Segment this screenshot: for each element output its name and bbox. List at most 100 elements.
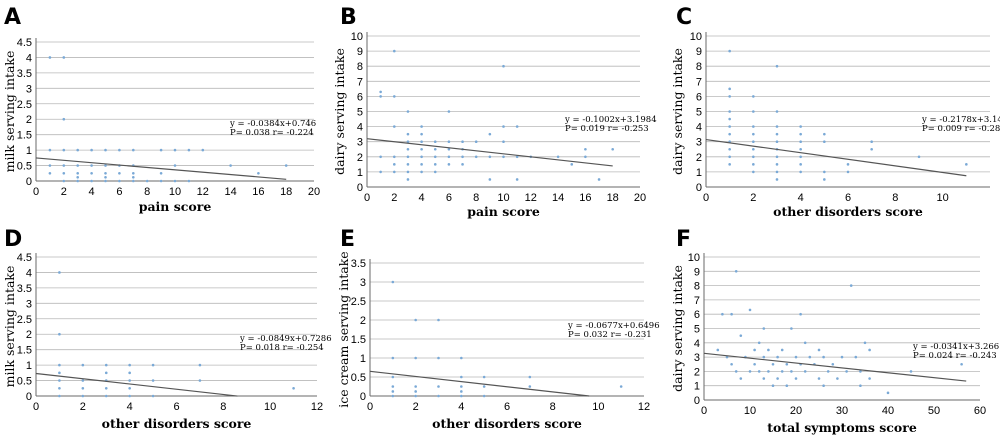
data-point [173,148,177,152]
x-tick-label: 0 [701,405,707,417]
data-point [81,394,85,398]
data-point [515,125,519,128]
x-tick-label: 2 [413,401,419,413]
x-tick-label: 2 [61,186,67,198]
data-point [132,148,135,152]
x-axis-label: other disorders score [432,416,582,431]
data-point [414,356,417,360]
regression-annotation: P= 0.032 r= -0.231 [568,330,652,340]
x-tick-label: 50 [928,405,940,417]
trend-line [366,138,613,167]
data-point [823,140,826,143]
y-tick-label: 2.5 [17,314,32,326]
data-point [159,179,163,183]
x-tick-label: 20 [308,186,320,198]
data-point [151,363,155,367]
panel-d: D 0 0.5 1 1.5 2 2.5 3 3.5 4 4.5 0 2 4 6 8 10 12 y = -0.084… [2,227,332,431]
data-point [859,370,862,373]
x-axis-label: total symptoms score [767,420,917,435]
y-tick-label: 10 [690,31,702,43]
data-point [840,355,844,359]
x-tick-label: 40 [882,405,894,417]
trend-line [703,352,967,382]
data-point [849,284,853,287]
regression-annotation: y = -0.1002x+3.1984 [564,115,657,125]
data-point [460,375,463,379]
data-point [868,377,871,380]
y-tick-label: 4 [357,122,363,134]
data-point [826,370,830,373]
data-point [90,171,93,175]
data-point [799,132,802,136]
data-point [104,394,108,398]
data-point [767,348,770,352]
data-point [823,132,826,136]
y-tick-label: 1.5 [17,345,32,357]
data-point [965,163,968,166]
data-point [414,394,417,398]
x-tick-label: 0 [703,192,709,204]
y-tick-label: 7 [694,295,700,307]
data-point [104,171,107,175]
data-point [728,132,731,136]
data-point [817,348,821,352]
data-point [474,155,478,159]
x-tick-label: 4 [127,401,133,413]
data-point [846,170,850,174]
data-point [433,170,437,174]
data-point [515,178,519,181]
trend-line [35,372,238,397]
panel-e: E 0 0.5 1 1.5 2 2.5 3 3.5 0 2 4 6 8 10 12 y = -0.0677x+0… [336,227,660,431]
data-point [447,155,451,159]
trend-line [35,157,287,180]
data-point [393,95,396,98]
data-point [48,164,52,167]
data-point [76,148,79,152]
data-point [76,171,79,175]
data-point [90,179,93,183]
data-point [752,140,755,143]
data-point [414,318,417,322]
y-tick-label: 5 [694,324,700,336]
data-point [128,363,131,367]
data-point [728,87,731,91]
data-point [58,332,61,336]
y-tick-label: 1.5 [17,130,32,142]
data-point [515,155,519,159]
data-point [716,348,720,352]
y-tick-label: 3 [694,352,700,364]
y-tick-label: 5 [696,107,702,119]
y-tick-label: 3 [26,298,32,310]
data-point [187,148,191,152]
data-point [406,140,410,143]
data-point [794,355,798,359]
data-point [198,379,202,382]
data-point [81,363,85,367]
data-point [447,110,451,113]
x-tick-label: 4 [89,186,95,198]
data-point [739,377,743,380]
y-tick-label: 2 [694,366,700,378]
x-tick-label: 12 [311,401,323,413]
data-point [151,379,155,382]
x-tick-label: 20 [634,192,646,204]
data-point [488,155,492,159]
data-point [734,270,738,273]
x-axis-label: pain score [139,199,212,214]
data-point [447,147,451,151]
data-point [831,362,835,366]
trend-line [705,138,967,177]
data-point [728,155,731,159]
data-point [460,385,463,388]
data-point [799,155,802,159]
data-point [611,147,614,151]
x-tick-label: 0 [364,192,370,204]
y-tick-label: 0.5 [351,372,366,384]
y-axis-label: dairy serving intake [332,48,347,175]
data-point [728,110,731,113]
y-tick-label: 1 [26,145,32,157]
y-tick-label: 0 [26,176,32,188]
data-point [868,348,871,352]
data-point [771,362,775,366]
